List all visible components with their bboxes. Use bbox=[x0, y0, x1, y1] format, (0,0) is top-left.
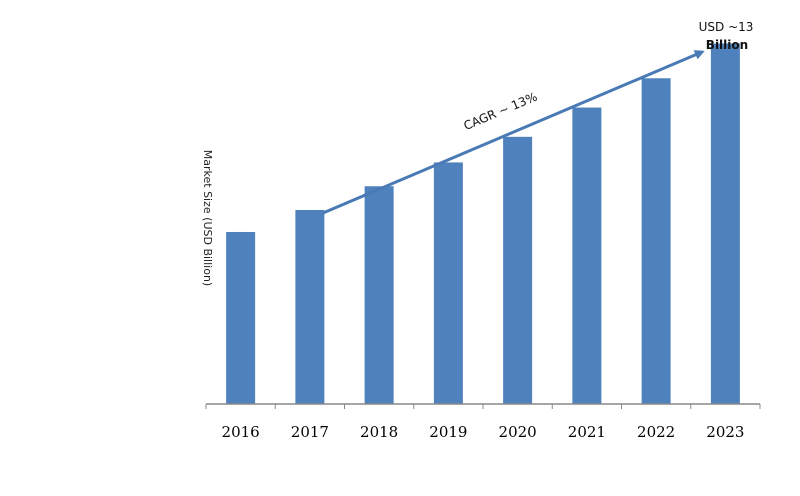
x-tick-label-2016: 2016 bbox=[222, 423, 260, 441]
x-tick-label-2020: 2020 bbox=[499, 423, 537, 441]
x-tick-label-2021: 2021 bbox=[568, 423, 606, 441]
bar-2023 bbox=[710, 43, 740, 405]
bar-2019 bbox=[433, 162, 463, 404]
x-tick-label-2023: 2023 bbox=[706, 423, 744, 441]
x-tick-label-2019: 2019 bbox=[429, 423, 467, 441]
bars-group bbox=[226, 43, 740, 405]
end-value-annotation-line1: USD ~13 bbox=[699, 20, 754, 34]
x-axis bbox=[205, 403, 761, 409]
y-axis-label: Market Size (USD Billion) bbox=[201, 150, 214, 286]
end-value-annotation-line2: Billion bbox=[706, 38, 748, 52]
x-tick-label-2022: 2022 bbox=[637, 423, 675, 441]
bar-2020 bbox=[503, 136, 533, 404]
x-tick-labels: 2016 2017 2018 2019 2020 2021 2022 2023 bbox=[222, 423, 745, 441]
bar-2017 bbox=[295, 210, 325, 404]
x-tick-label-2017: 2017 bbox=[291, 423, 329, 441]
bar-2022 bbox=[641, 78, 671, 404]
bar-2021 bbox=[572, 107, 602, 404]
bar-2016 bbox=[226, 231, 256, 404]
bar-2018 bbox=[364, 186, 394, 404]
x-tick-label-2018: 2018 bbox=[360, 423, 398, 441]
cagr-trend-arrow bbox=[322, 50, 705, 215]
